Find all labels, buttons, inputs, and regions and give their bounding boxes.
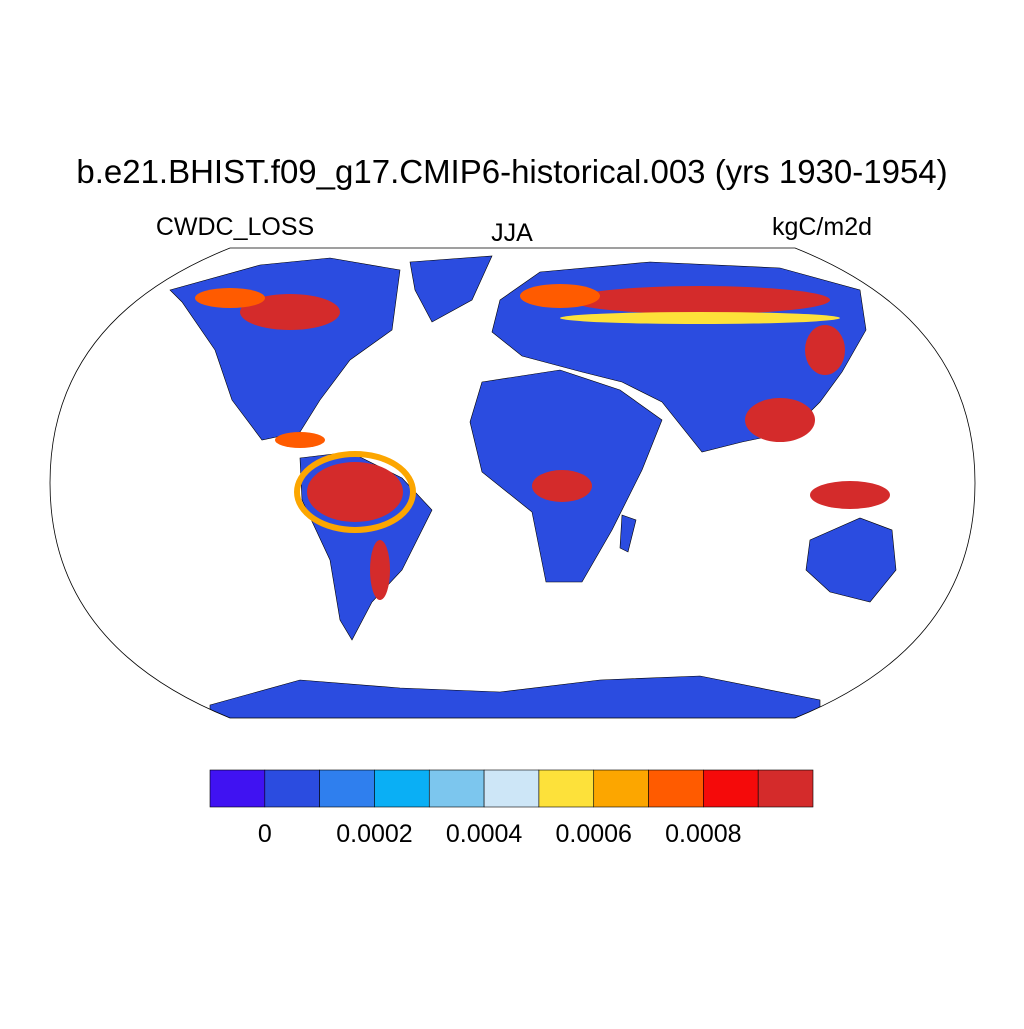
colorbar-label: 0.0002 — [336, 820, 412, 848]
colorbar-box — [428, 769, 485, 808]
colorbar-box — [483, 769, 540, 808]
right-string: kgC/m2d — [772, 213, 872, 241]
colorbar-box — [593, 769, 649, 808]
colorbar: 0 0.0002 0.0004 0.0006 0.0008 — [209, 769, 814, 848]
map — [169, 255, 897, 718]
colorbar-box — [757, 769, 814, 808]
colorbar-label: 0.0004 — [446, 820, 523, 848]
colorbar-label: 0 — [258, 820, 272, 848]
colorbar-box — [209, 769, 266, 808]
colorbar-box — [538, 769, 595, 808]
title: b.e21.BHIST.f09_g17.CMIP6-historical.003… — [76, 153, 947, 190]
colorbar-label: 0.0006 — [555, 820, 631, 848]
left-string: CWDC_LOSS — [156, 213, 314, 241]
colorbar-box — [374, 769, 430, 808]
center-string: JJA — [491, 219, 533, 247]
colorbar-box — [319, 769, 375, 808]
colorbar-box — [703, 769, 759, 808]
colorbar-label: 0.0008 — [665, 820, 741, 848]
map-outline — [49, 247, 976, 719]
colorbar-box — [264, 769, 320, 808]
colorbar-box — [648, 769, 704, 808]
high-values — [195, 284, 890, 600]
